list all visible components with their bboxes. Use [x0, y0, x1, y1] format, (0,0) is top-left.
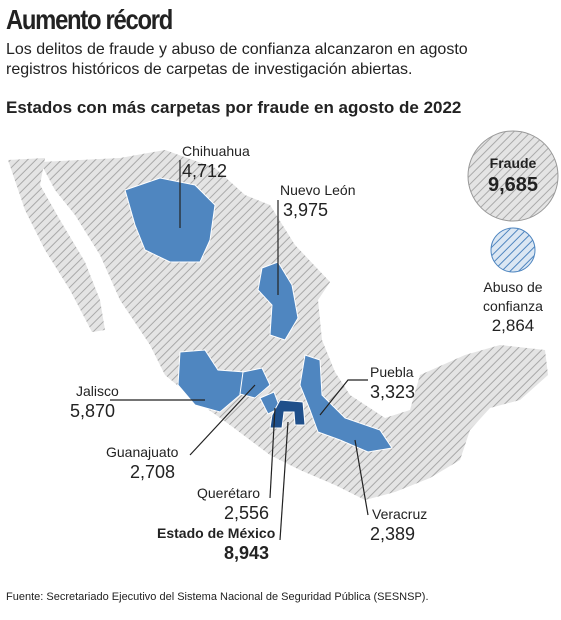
state-value: 8,943 — [224, 543, 269, 563]
state-value: 2,556 — [224, 503, 269, 523]
puebla-veracruz — [299, 354, 393, 453]
highlighted-states — [124, 177, 393, 453]
state-value: 4,712 — [182, 161, 227, 181]
legend-abuso-swatch — [490, 227, 536, 273]
legend-fraude-swatch — [467, 130, 559, 222]
map: Chihuahua 4,712 Nuevo León 3,975 Puebla … — [8, 130, 559, 563]
nuevo-leon — [257, 261, 299, 341]
state-value: 3,323 — [370, 382, 415, 402]
source: Fuente: Secretariado Ejecutivo del Siste… — [6, 591, 429, 603]
legend-label: Fraude — [490, 155, 537, 171]
state-name: Chihuahua — [182, 143, 250, 159]
legend-value: 2,864 — [491, 316, 535, 335]
state-value: 2,708 — [130, 462, 175, 482]
state-name: Querétaro — [197, 485, 260, 501]
map-title: Estados con más carpetas por fraude en a… — [6, 98, 462, 117]
chihuahua — [124, 177, 216, 263]
state-name: Jalisco — [76, 383, 119, 399]
legend-value: 9,685 — [488, 174, 538, 196]
state-value: 5,870 — [70, 401, 115, 421]
state-name: Veracruz — [372, 506, 427, 522]
estado-de-mexico — [269, 399, 306, 429]
state-value: 3,975 — [283, 200, 328, 220]
state-name: Puebla — [370, 364, 414, 380]
leader-lines — [110, 160, 369, 541]
state-name: Estado de México — [157, 525, 275, 541]
state-name: Nuevo León — [280, 182, 356, 198]
legend-label: Abuso de confianza — [483, 279, 543, 314]
state-name: Guanajuato — [106, 444, 179, 460]
state-value: 2,389 — [370, 524, 415, 544]
jalisco — [177, 349, 246, 413]
legend-abuso: Abuso de confianza 2,864 — [468, 278, 558, 335]
guanajuato — [239, 367, 271, 399]
subtitle: Los delitos de fraude y abuso de confian… — [6, 41, 468, 78]
title: Aumento récord — [6, 4, 173, 35]
